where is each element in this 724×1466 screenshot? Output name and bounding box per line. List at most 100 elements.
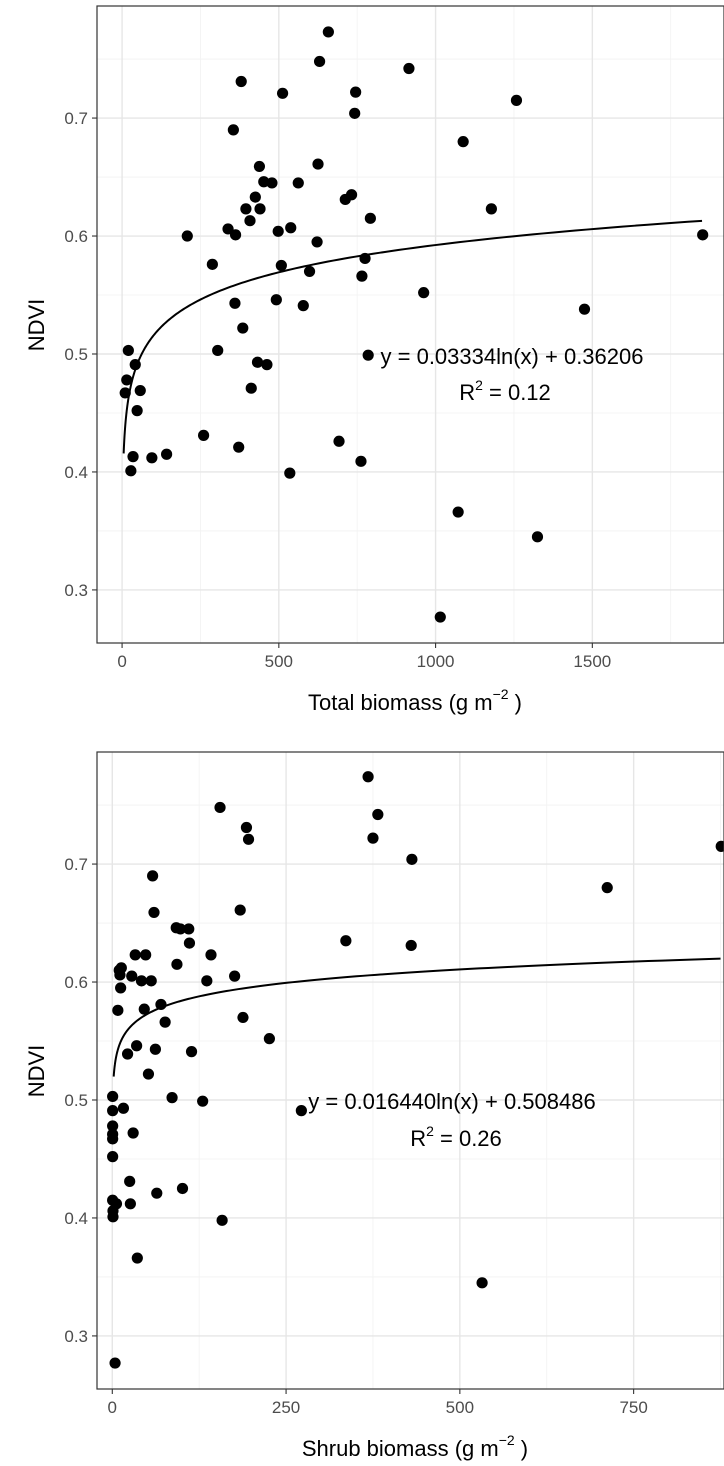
grid-2 bbox=[97, 752, 724, 1389]
data-point bbox=[206, 258, 218, 270]
data-point bbox=[160, 448, 173, 460]
data-point bbox=[333, 435, 345, 447]
data-point bbox=[266, 177, 278, 189]
data-point bbox=[222, 223, 234, 235]
data-point bbox=[476, 1277, 488, 1289]
data-point bbox=[127, 1127, 139, 1139]
y-tick-label: 0.4 bbox=[64, 463, 88, 482]
data-point bbox=[109, 1357, 121, 1369]
data-point bbox=[254, 203, 266, 215]
data-point bbox=[174, 923, 187, 935]
data-point bbox=[107, 1120, 119, 1132]
data-point bbox=[131, 1040, 143, 1052]
data-point bbox=[151, 1187, 163, 1199]
data-point bbox=[284, 467, 296, 479]
panel-border-1 bbox=[96, 5, 724, 644]
data-point bbox=[140, 949, 152, 961]
data-point bbox=[121, 374, 133, 386]
data-point bbox=[197, 429, 210, 441]
data-point bbox=[146, 452, 158, 464]
data-point bbox=[115, 962, 127, 974]
data-point bbox=[131, 1252, 143, 1264]
data-point bbox=[234, 904, 246, 916]
data-point bbox=[201, 975, 213, 987]
data-point bbox=[107, 1211, 119, 1223]
data-point bbox=[697, 229, 709, 241]
chart-total-biomass: 0 500 1000 1500 0.3 0.4 0.5 0.6 0.7 y = 0.03334l… bbox=[24, 5, 724, 715]
x-tick-label: 0 bbox=[108, 1398, 117, 1417]
data-point bbox=[285, 222, 297, 234]
data-point bbox=[340, 935, 352, 947]
data-point bbox=[229, 970, 241, 982]
data-point bbox=[159, 1016, 171, 1028]
data-point bbox=[405, 939, 417, 952]
data-point bbox=[107, 1105, 119, 1117]
data-point bbox=[148, 906, 160, 919]
data-point bbox=[229, 297, 241, 309]
data-point bbox=[457, 136, 469, 148]
data-point bbox=[345, 189, 358, 201]
equation-2: y = 0.016440ln(x) + 0.508486 bbox=[308, 1089, 595, 1114]
data-point bbox=[127, 451, 139, 463]
data-point bbox=[107, 1151, 119, 1163]
data-point bbox=[185, 1046, 198, 1058]
data-point bbox=[313, 55, 326, 68]
data-point bbox=[272, 225, 284, 237]
data-point bbox=[418, 287, 430, 299]
data-point bbox=[227, 124, 239, 136]
data-point bbox=[134, 384, 146, 397]
data-point bbox=[145, 975, 157, 987]
data-point bbox=[126, 970, 138, 982]
y-axis-title-1: NDVI bbox=[24, 299, 49, 352]
data-point bbox=[229, 229, 242, 241]
y-tick-label: 0.5 bbox=[64, 345, 88, 364]
data-point bbox=[249, 191, 261, 203]
x-tick-label: 1000 bbox=[417, 652, 455, 671]
data-point bbox=[235, 75, 247, 88]
data-point bbox=[270, 294, 282, 306]
data-point bbox=[715, 840, 724, 852]
data-point bbox=[303, 265, 316, 278]
data-point bbox=[452, 506, 464, 518]
data-point bbox=[197, 1095, 209, 1107]
fit-curve-1 bbox=[122, 219, 703, 454]
data-point bbox=[110, 1198, 123, 1210]
data-point bbox=[216, 1214, 228, 1226]
x-tick-label: 0 bbox=[117, 652, 126, 671]
x-tick-label: 750 bbox=[619, 1398, 647, 1417]
data-point bbox=[115, 982, 127, 994]
data-point bbox=[367, 832, 379, 844]
x-tick-label: 500 bbox=[446, 1398, 474, 1417]
x-tick-label: 1500 bbox=[573, 652, 611, 671]
ticks-2: 0 250 500 750 0.3 0.4 0.5 0.6 0.7 bbox=[64, 855, 647, 1417]
data-point bbox=[240, 821, 253, 834]
data-point bbox=[362, 349, 374, 361]
y-tick-label: 0.7 bbox=[64, 855, 88, 874]
y-tick-label: 0.4 bbox=[64, 1209, 88, 1228]
data-point bbox=[166, 1092, 178, 1104]
data-point bbox=[350, 86, 362, 98]
data-point bbox=[531, 531, 544, 543]
data-point bbox=[355, 455, 367, 467]
points-2 bbox=[107, 771, 724, 1369]
data-point bbox=[237, 1011, 249, 1024]
data-point bbox=[149, 1043, 161, 1055]
data-point bbox=[362, 771, 374, 783]
grid-1 bbox=[97, 6, 724, 643]
y-tick-label: 0.6 bbox=[64, 227, 88, 246]
data-point bbox=[142, 1068, 155, 1080]
data-point bbox=[297, 300, 309, 312]
data-point bbox=[107, 1090, 119, 1103]
panel-border-2 bbox=[96, 751, 724, 1390]
data-point bbox=[245, 382, 257, 394]
y-tick-label: 0.3 bbox=[64, 1327, 88, 1346]
points-1 bbox=[119, 26, 709, 623]
data-point bbox=[124, 1175, 136, 1187]
data-point bbox=[253, 160, 265, 173]
fit-curve-2 bbox=[112, 957, 721, 1077]
x-axis-title-2: Shrub biomass (g m−2 ) bbox=[302, 1432, 528, 1461]
data-point bbox=[311, 236, 323, 248]
data-point bbox=[242, 833, 255, 845]
data-point bbox=[578, 303, 591, 315]
